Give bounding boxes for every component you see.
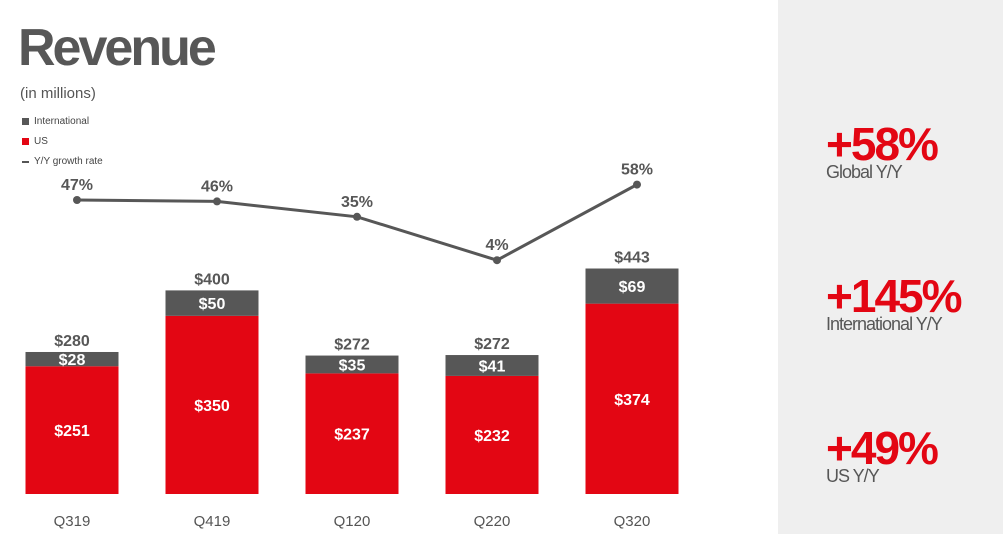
bar-international	[585, 268, 679, 304]
us-growth-value: +49%	[826, 422, 939, 474]
bar-us	[25, 366, 119, 494]
x-tick-label: Q120	[334, 513, 371, 530]
bar-total-label: $272	[474, 336, 510, 353]
growth-point	[633, 180, 641, 189]
legend-us-swatch	[22, 138, 29, 145]
legend-international-label: International	[34, 116, 90, 127]
x-tick-label: Q319	[54, 513, 91, 530]
bar-international	[165, 290, 259, 316]
bar-total-label: $272	[334, 337, 370, 354]
international-growth-value: +145%	[826, 270, 963, 322]
chart-title: Revenue	[18, 19, 217, 77]
bar-international-label: $28	[59, 352, 86, 369]
growth-point	[353, 212, 361, 221]
growth-point	[493, 256, 501, 265]
bar-us-label: $374	[614, 392, 650, 409]
x-tick-label: Q320	[614, 513, 651, 530]
legend-international: International	[22, 116, 89, 127]
bar-international-label: $41	[479, 358, 506, 375]
global-growth-label: Global Y/Y	[826, 162, 903, 182]
bar-us	[165, 315, 259, 494]
bar-us	[445, 375, 539, 494]
international-growth-label: International Y/Y	[826, 314, 943, 334]
growth-label: 58%	[621, 162, 653, 179]
bar-us	[305, 373, 399, 494]
bar-us	[585, 303, 679, 494]
bar-us-label: $232	[474, 428, 510, 445]
bar-international	[25, 351, 119, 367]
legend-growth-label: Y/Y growth rate	[34, 156, 103, 167]
bar-international-label: $50	[199, 296, 226, 313]
legend-growth-swatch	[22, 160, 29, 163]
bar-international	[305, 355, 399, 374]
bar-international-label: $35	[339, 357, 366, 374]
legend-us: US	[22, 136, 48, 147]
x-tick-label: Q220	[474, 513, 511, 530]
bar-us-label: $251	[54, 423, 90, 440]
us-growth-label: US Y/Y	[826, 466, 880, 486]
growth-label: 47%	[61, 177, 93, 194]
growth-label: 35%	[341, 194, 373, 211]
revenue-chart: $251 $28 $280 Q319 $350 $50 $400 Q419 $237 $35 $27…	[25, 162, 679, 530]
bar-us-label: $237	[334, 427, 370, 444]
legend-international-swatch	[22, 118, 29, 125]
stats-panel	[778, 0, 1003, 534]
global-growth-value: +58%	[826, 118, 939, 170]
bar-total-label: $443	[614, 250, 650, 267]
growth-label: 46%	[201, 178, 233, 195]
legend-growth: Y/Y growth rate	[22, 156, 103, 167]
chart-subtitle: (in millions)	[20, 85, 96, 102]
growth-label: 4%	[485, 237, 508, 254]
legend-us-label: US	[34, 136, 48, 147]
x-tick-label: Q419	[194, 513, 231, 530]
growth-point	[213, 197, 221, 206]
bar-international-label: $69	[619, 279, 646, 296]
bar-total-label: $400	[194, 271, 230, 288]
bar-us-label: $350	[194, 398, 230, 415]
bar-total-label: $280	[54, 333, 90, 350]
bar-international	[445, 355, 539, 376]
growth-point	[73, 196, 81, 204]
